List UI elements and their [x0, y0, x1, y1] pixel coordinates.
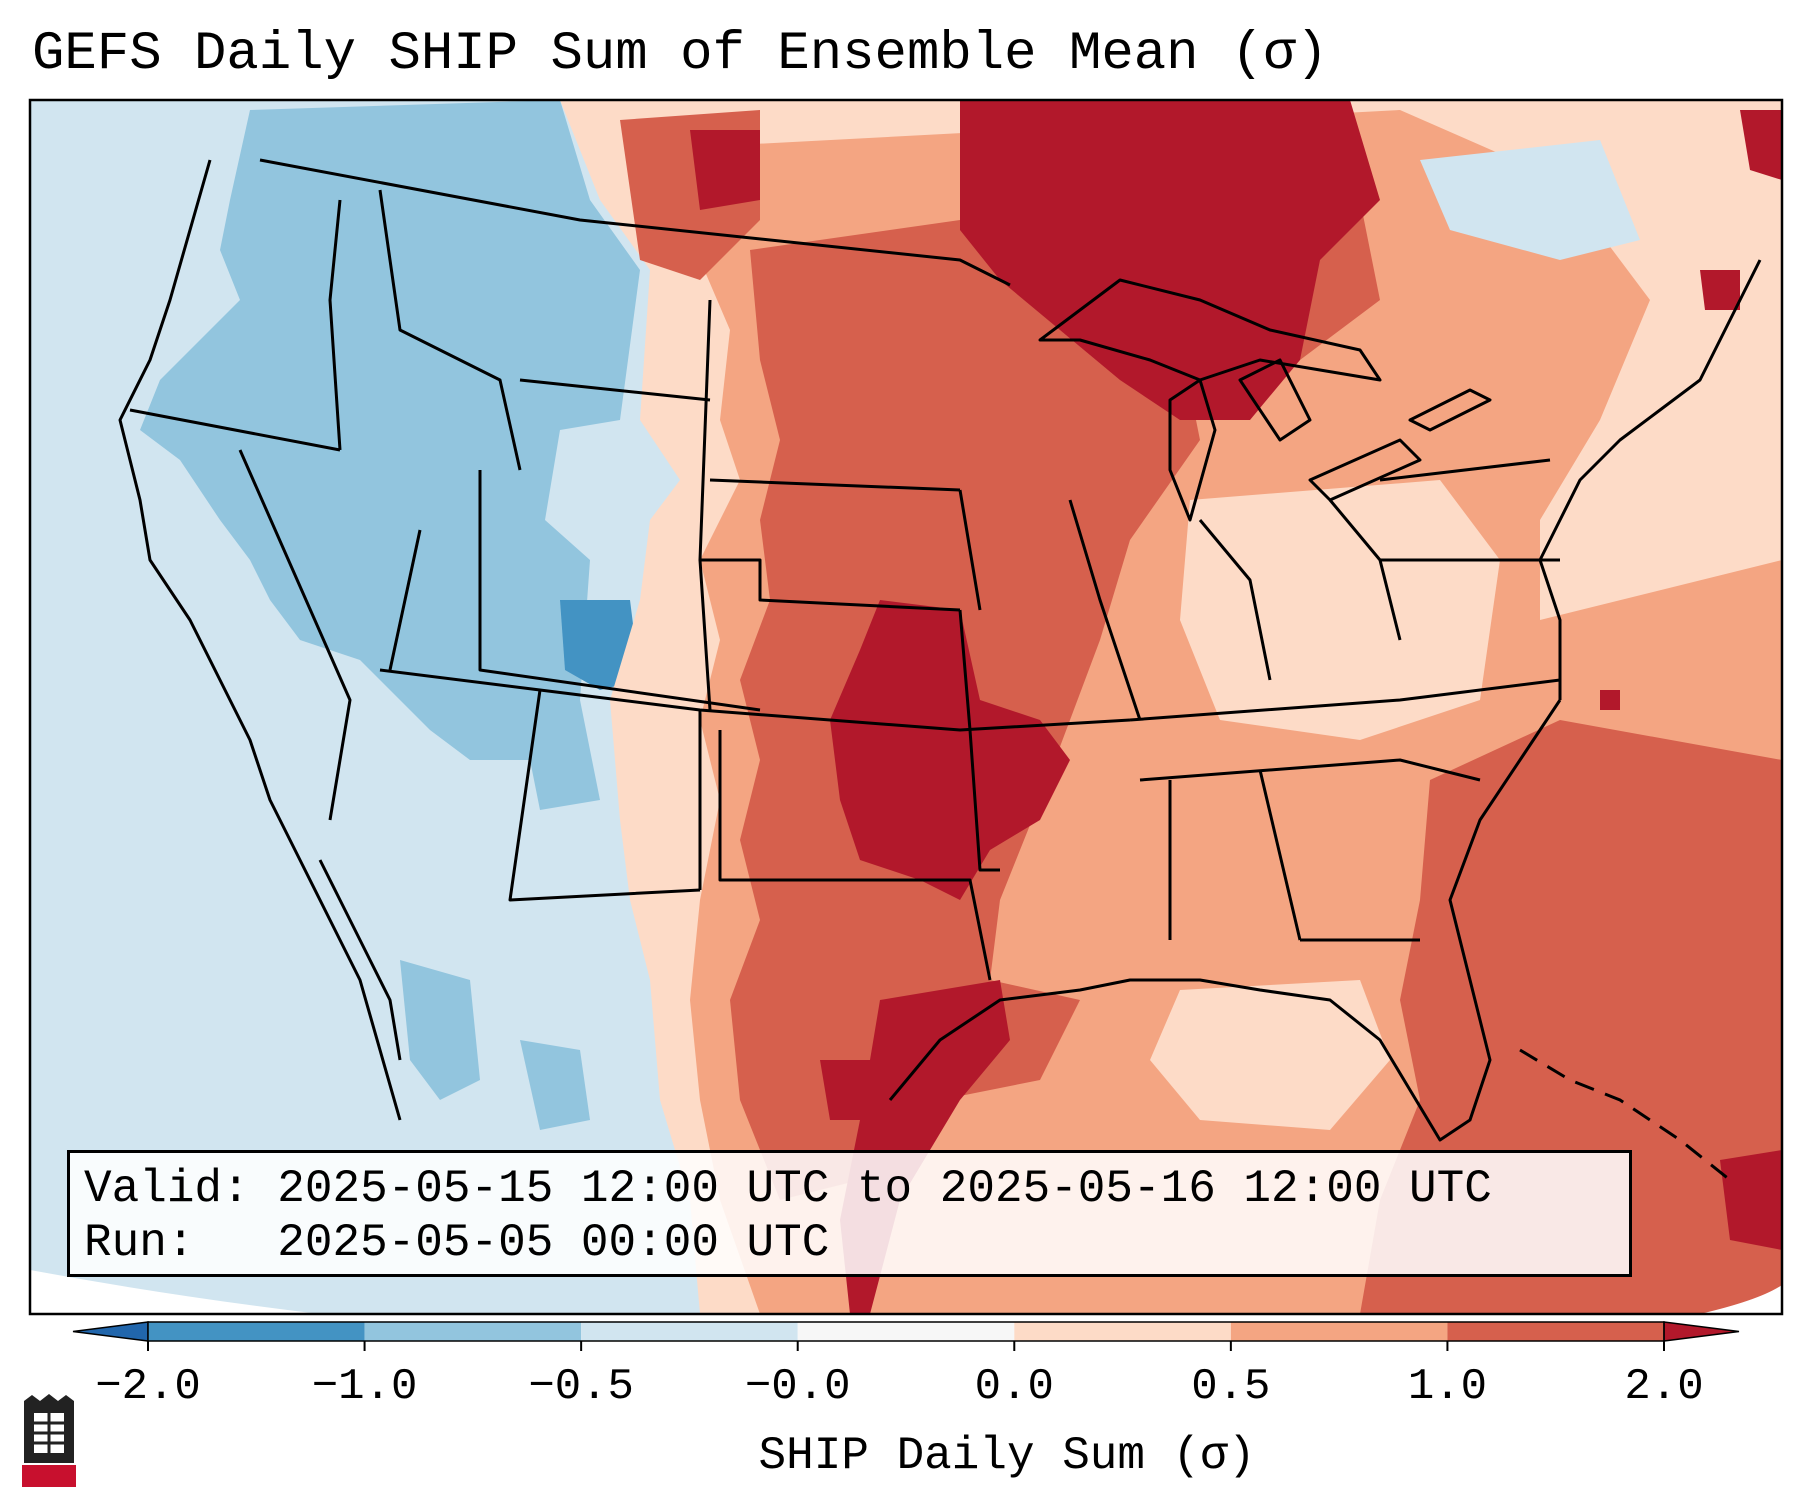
anomaly-field: [30, 100, 1782, 1314]
run-value: 2025-05-05 00:00 UTC: [277, 1217, 830, 1269]
chart-title: GEFS Daily SHIP Sum of Ensemble Mean (σ): [32, 24, 1329, 85]
colorbar-bin: [797, 1322, 1015, 1341]
valid-row: Valid: 2025-05-15 12:00 UTC to 2025-05-1…: [84, 1162, 1629, 1216]
run-label: Run:: [84, 1217, 195, 1269]
colorbar-tick-label: −1.0: [311, 1362, 418, 1412]
colorbar-bin: [1230, 1322, 1448, 1341]
niu-logo: [22, 1394, 76, 1487]
colorbar-bin: [148, 1322, 365, 1341]
colorbar-bin: [364, 1322, 582, 1341]
colorbar-label: SHIP Daily Sum (σ): [758, 1430, 1256, 1482]
colorbar-extend-high: [1663, 1321, 1740, 1342]
colorbar-tick-label: 0.5: [1191, 1362, 1271, 1412]
boundaries: [118, 158, 1762, 1142]
colorbar-tick-label: 1.0: [1407, 1362, 1488, 1412]
colorbar-tick-label: 0.0: [974, 1362, 1054, 1412]
run-row: Run: 2025-05-05 00:00 UTC: [84, 1216, 1629, 1270]
info-box: Valid: 2025-05-15 12:00 UTC to 2025-05-1…: [67, 1150, 1632, 1277]
colorbar-tick-label: −2.0: [95, 1362, 201, 1412]
colorbar-bin: [581, 1322, 798, 1341]
colorbar: [72, 1321, 1740, 1351]
colorbar-bin: [1014, 1322, 1231, 1341]
colorbar-extend-low: [72, 1321, 149, 1342]
colorbar-tick-label: −0.5: [528, 1362, 634, 1412]
valid-value: 2025-05-15 12:00 UTC to 2025-05-16 12:00…: [277, 1163, 1492, 1215]
valid-label: Valid:: [84, 1163, 250, 1215]
strong-positive-region: [960, 100, 1380, 420]
colorbar-bin: [1447, 1322, 1664, 1341]
map-frame: [28, 98, 1784, 1316]
colorbar-frame: [147, 1321, 1665, 1342]
negative-anomaly-region: [140, 100, 640, 810]
colorbar-tick-label: 2.0: [1624, 1362, 1704, 1412]
colorbar-tick-label: −0.0: [744, 1362, 851, 1412]
